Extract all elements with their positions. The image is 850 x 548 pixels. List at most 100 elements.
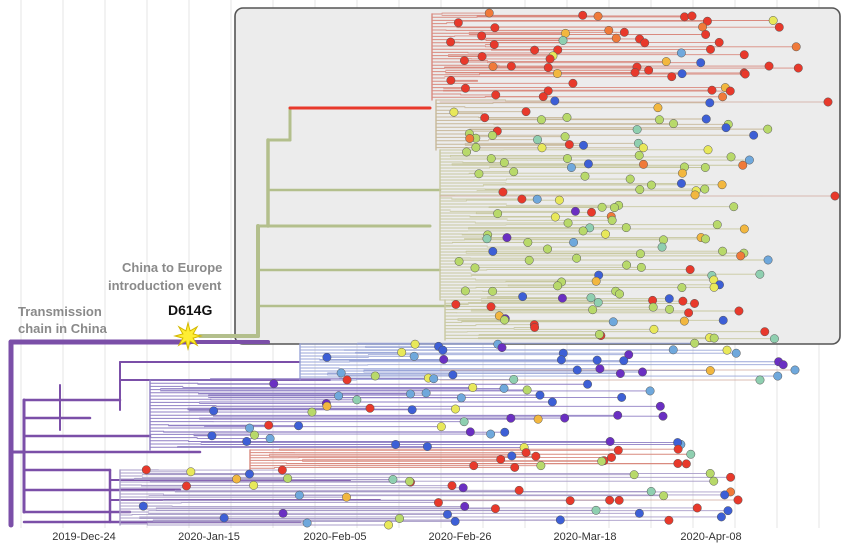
tip-node bbox=[536, 115, 546, 125]
tip-node bbox=[739, 224, 749, 234]
tip-node bbox=[614, 495, 624, 505]
tip-node bbox=[521, 448, 531, 458]
tip-node bbox=[593, 298, 603, 307]
tip-node bbox=[186, 467, 196, 477]
tip-node bbox=[489, 40, 499, 50]
x-tick-label: 2019-Dec-24 bbox=[52, 531, 116, 543]
tip-node bbox=[722, 345, 732, 355]
tip-node bbox=[587, 207, 596, 217]
tip-node bbox=[138, 501, 148, 511]
tip-node bbox=[636, 262, 646, 272]
tip-node bbox=[436, 422, 446, 432]
tip-node bbox=[760, 327, 770, 337]
tip-node bbox=[705, 366, 715, 376]
tip-node bbox=[677, 168, 687, 178]
tip-node bbox=[506, 413, 516, 423]
tip-node bbox=[433, 498, 443, 508]
tip-node bbox=[698, 22, 708, 32]
tip-node bbox=[580, 171, 590, 181]
tip-node bbox=[692, 503, 702, 513]
star-burst-shape bbox=[173, 321, 203, 351]
tip-node bbox=[664, 515, 674, 525]
tip-node bbox=[486, 429, 496, 439]
tip-node bbox=[718, 315, 728, 325]
tip-node bbox=[622, 260, 632, 270]
tip-node bbox=[250, 430, 259, 440]
tip-node bbox=[510, 462, 520, 472]
tip-node bbox=[264, 420, 274, 430]
tip-node bbox=[570, 206, 580, 216]
tip-node bbox=[336, 368, 346, 378]
tip-node bbox=[523, 237, 533, 247]
tip-node bbox=[566, 163, 576, 173]
tip-node bbox=[705, 98, 715, 108]
tip-node bbox=[583, 159, 593, 169]
tip-node bbox=[405, 476, 414, 486]
tip-node bbox=[322, 401, 332, 411]
annotation-line: China to Europe bbox=[122, 260, 222, 275]
tip-node bbox=[726, 472, 736, 482]
tip-node bbox=[448, 370, 458, 380]
tip-node bbox=[608, 317, 618, 327]
tip-node bbox=[591, 505, 601, 515]
tip-node bbox=[460, 83, 470, 93]
tip-node bbox=[245, 469, 254, 479]
tip-node bbox=[768, 16, 778, 25]
tip-node bbox=[578, 10, 588, 20]
tip-node bbox=[543, 63, 553, 73]
tip-node bbox=[429, 374, 439, 384]
tip-node bbox=[615, 369, 625, 378]
tip-node bbox=[397, 347, 407, 357]
tip-node bbox=[729, 202, 739, 212]
tip-node bbox=[410, 339, 420, 349]
tip-node bbox=[488, 130, 497, 140]
tip-node bbox=[499, 383, 509, 393]
tip-node bbox=[638, 367, 647, 377]
tip-node bbox=[701, 114, 711, 124]
tip-node bbox=[634, 151, 644, 160]
tip-node bbox=[517, 194, 527, 204]
tip-node bbox=[611, 33, 621, 43]
tip-node bbox=[219, 513, 229, 523]
tip-node bbox=[486, 302, 496, 312]
tip-node bbox=[701, 234, 710, 244]
annotation-line: Transmission bbox=[18, 304, 102, 319]
tip-node bbox=[624, 350, 634, 360]
tip-node bbox=[533, 414, 543, 424]
tip-node bbox=[586, 293, 596, 303]
tip-node bbox=[451, 300, 461, 309]
tip-node bbox=[673, 444, 683, 454]
tip-node bbox=[509, 374, 519, 384]
tip-node bbox=[524, 255, 534, 265]
tip-node bbox=[384, 520, 394, 530]
tip-node bbox=[661, 57, 671, 67]
x-tick-label: 2020-Feb-05 bbox=[304, 531, 367, 543]
annotation-line: chain in China bbox=[18, 321, 108, 336]
tip-node bbox=[604, 25, 614, 35]
tip-node bbox=[774, 22, 784, 32]
tip-node bbox=[536, 461, 546, 471]
tip-node bbox=[486, 154, 496, 164]
tip-node bbox=[763, 255, 773, 265]
tip-node bbox=[469, 461, 479, 471]
tip-node bbox=[763, 124, 773, 134]
tip-node bbox=[601, 229, 610, 239]
tip-node bbox=[685, 265, 695, 275]
tip-node bbox=[646, 180, 656, 190]
tip-node bbox=[249, 480, 259, 490]
tip-node bbox=[677, 69, 687, 79]
tip-node bbox=[438, 345, 448, 355]
tip-node bbox=[706, 44, 715, 54]
tip-node bbox=[607, 453, 616, 462]
tip-node bbox=[655, 115, 664, 125]
tip-node bbox=[700, 163, 710, 172]
x-tick-label: 2020-Mar-18 bbox=[554, 531, 617, 543]
tip-node bbox=[459, 417, 469, 427]
tip-node bbox=[488, 62, 498, 71]
tip-node bbox=[533, 135, 543, 145]
tip-node bbox=[665, 304, 674, 314]
tip-node bbox=[460, 286, 470, 296]
tip-node bbox=[465, 134, 475, 143]
tip-node bbox=[531, 451, 541, 461]
